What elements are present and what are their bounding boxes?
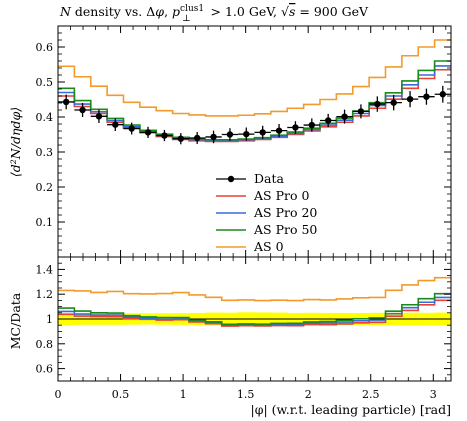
data-point xyxy=(418,88,435,105)
legend-label-as-pro-50: AS Pro 50 xyxy=(253,222,317,237)
data-point xyxy=(434,85,451,103)
ratio-y-axis-label: MC/Data xyxy=(8,292,23,349)
series-line-as-pro-50 xyxy=(58,60,451,141)
data-point xyxy=(385,94,402,111)
data-point xyxy=(139,126,157,138)
x-tick-label: 1 xyxy=(180,388,187,401)
series-line-as-pro-0 xyxy=(58,68,451,143)
ratio-axes: 0.6 0.8 1 1.2 1.4 0 0.5 1 1.5 2 2.5 3 xyxy=(36,257,451,401)
data-marker xyxy=(128,125,135,132)
data-marker xyxy=(226,131,234,138)
data-point xyxy=(352,104,370,119)
chart-title: N density vs. Δφ, pclus1 ⊥ > 1.0 GeV, √s … xyxy=(59,4,369,24)
data-point xyxy=(74,103,91,117)
data-points-layer xyxy=(58,85,451,145)
data-point xyxy=(123,122,140,135)
ratio-y-tick-label: 0.6 xyxy=(36,363,54,376)
data-point xyxy=(320,113,337,128)
x-tick-label: 0 xyxy=(55,388,62,401)
data-marker xyxy=(79,106,86,114)
legend-entry-as-pro-0: AS Pro 0 xyxy=(216,188,309,203)
ratio-y-tick-label: 1.4 xyxy=(36,263,54,276)
data-point xyxy=(189,132,206,144)
legend-entry-data: Data xyxy=(216,171,284,186)
data-marker xyxy=(62,98,70,106)
x-tick-label: 1.5 xyxy=(237,388,255,401)
data-marker xyxy=(341,113,348,120)
data-point xyxy=(303,118,320,132)
x-tick-label: 3 xyxy=(430,388,437,401)
main-y-tick-label: 0.5 xyxy=(36,76,54,89)
data-point xyxy=(254,125,271,140)
legend-label-as-pro-20: AS Pro 20 xyxy=(253,205,317,220)
data-marker xyxy=(374,100,381,108)
data-marker xyxy=(275,127,283,134)
main-y-tick-label: 0.4 xyxy=(36,111,54,124)
data-marker xyxy=(177,135,185,142)
x-axis-label: |φ| (w.r.t. leading particle) [rad] xyxy=(250,402,451,417)
legend-entry-as-pro-50: AS Pro 50 xyxy=(216,222,317,237)
ratio-y-tick-label: 1.2 xyxy=(36,288,54,301)
legend-entry-as-0: AS 0 xyxy=(216,239,284,254)
ratio-plot-panel: 0.6 0.8 1 1.2 1.4 0 0.5 1 1.5 2 2.5 3 MC/Data xyxy=(8,256,452,401)
data-marker xyxy=(193,134,201,142)
legend-label-data: Data xyxy=(254,171,284,186)
main-y-axis-label: ⟨d²N/dηdφ⟩ xyxy=(8,107,23,177)
data-point xyxy=(238,127,255,141)
data-marker xyxy=(292,124,299,131)
data-point xyxy=(401,91,419,108)
data-point xyxy=(107,118,124,131)
data-marker xyxy=(243,130,250,138)
data-marker xyxy=(259,129,266,136)
main-y-tick-label: 0.1 xyxy=(36,216,54,229)
ratio-line-as-pro-0 xyxy=(58,299,451,327)
data-point xyxy=(221,128,239,141)
x-tick-label: 0.5 xyxy=(112,388,130,401)
data-marker xyxy=(357,108,365,115)
data-point xyxy=(156,129,173,142)
main-y-tick-label: 0.2 xyxy=(36,181,54,194)
ratio-line-as-pro-50 xyxy=(58,292,451,326)
data-marker xyxy=(324,117,332,124)
legend: Data AS Pro 0 AS Pro 20 AS Pro 50 AS 0 xyxy=(216,171,317,254)
ratio-series-layer xyxy=(58,276,451,327)
data-marker xyxy=(144,129,152,136)
data-marker xyxy=(95,113,103,120)
data-point xyxy=(90,109,108,123)
data-marker xyxy=(112,121,119,128)
data-marker xyxy=(308,121,316,129)
data-marker xyxy=(406,95,414,103)
data-marker xyxy=(210,133,217,141)
x-tick-label: 2.5 xyxy=(362,388,380,401)
series-line-as-0 xyxy=(58,39,451,117)
data-marker xyxy=(390,99,397,106)
main-plot-panel: 0.1 0.2 0.3 0.4 0.5 0.6 ⟨d²N/dηdφ⟩ xyxy=(8,25,452,258)
legend-data-marker xyxy=(227,175,235,183)
main-y-tick-label: 0.6 xyxy=(36,41,54,54)
legend-entry-as-pro-20: AS Pro 20 xyxy=(216,205,317,220)
data-point xyxy=(336,109,353,124)
legend-label-as-0: AS 0 xyxy=(253,239,284,254)
ratio-frame xyxy=(57,256,452,382)
main-y-tick-label: 0.3 xyxy=(36,146,54,159)
data-marker xyxy=(439,91,447,98)
ratio-line-as-0 xyxy=(58,276,451,302)
data-point xyxy=(205,130,222,144)
data-point xyxy=(287,121,304,134)
data-point xyxy=(270,124,288,138)
data-marker xyxy=(423,93,430,100)
data-marker xyxy=(161,132,168,139)
data-point xyxy=(172,133,189,145)
ratio-y-tick-label: 1 xyxy=(46,313,53,326)
main-axes: 0.1 0.2 0.3 0.4 0.5 0.6 xyxy=(36,26,451,257)
ratio-y-tick-label: 0.8 xyxy=(36,338,54,351)
legend-label-as-pro-0: AS Pro 0 xyxy=(253,188,309,203)
data-point xyxy=(369,96,386,112)
data-point xyxy=(58,94,75,110)
x-tick-label: 2 xyxy=(305,388,312,401)
